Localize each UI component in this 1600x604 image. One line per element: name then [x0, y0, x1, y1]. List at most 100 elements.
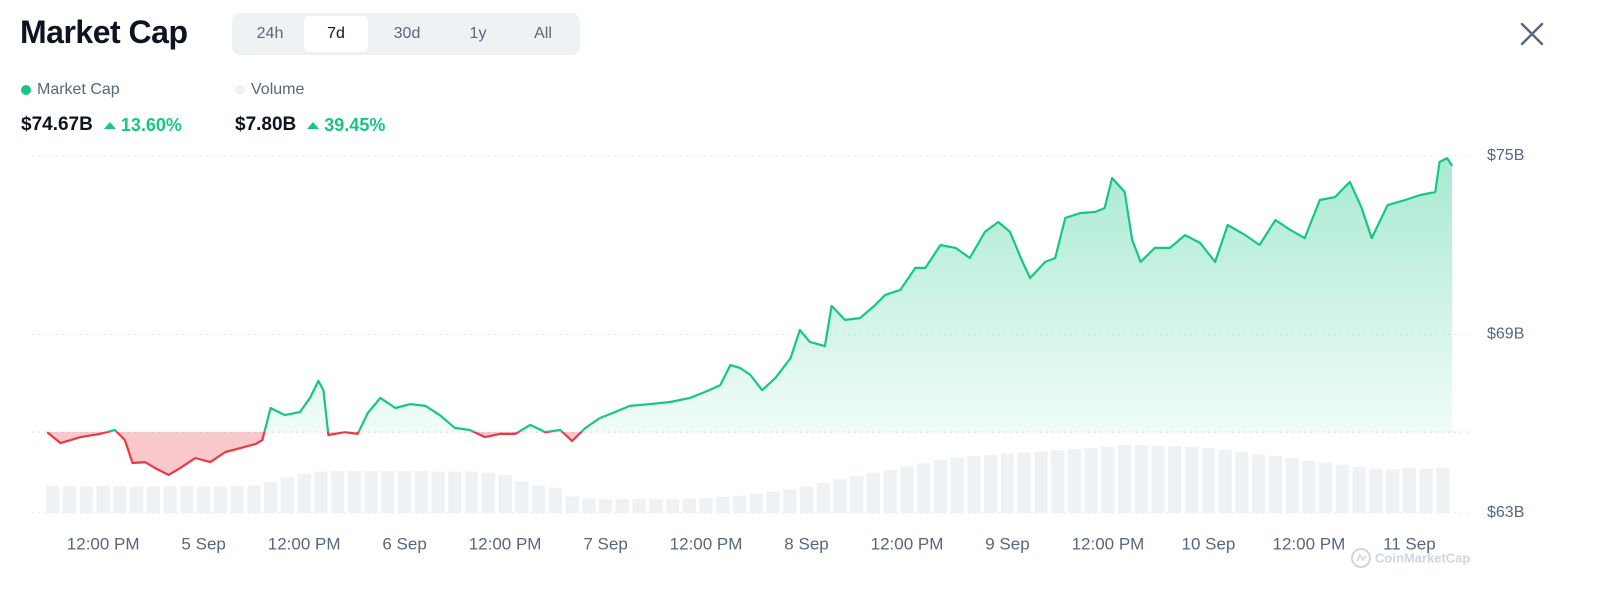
time-range-tabs: 24h 7d 30d 1y All: [232, 13, 580, 55]
close-icon: [1520, 22, 1544, 46]
volume-bar: [1184, 446, 1199, 513]
x-tick-label: 12:00 PM: [268, 534, 341, 553]
volume-bar: [146, 486, 161, 513]
volume-bar: [531, 485, 546, 513]
volume-bar: [1000, 453, 1015, 513]
volume-bar: [113, 485, 127, 513]
x-tick-label: 5 Sep: [181, 534, 225, 553]
volume-bar: [615, 499, 630, 513]
tab[interactable]: 7d: [304, 16, 368, 52]
close-button[interactable]: [1518, 20, 1546, 48]
volume-bar: [732, 495, 747, 513]
volume-bar: [950, 457, 964, 513]
tab[interactable]: 24h: [256, 25, 284, 42]
legend-volume: Volume $7.80B 39.45%: [235, 80, 385, 136]
legend-dot: [235, 85, 245, 95]
volume-bar: [431, 471, 445, 513]
volume-bar: [833, 479, 847, 513]
volume-bar: [1118, 445, 1132, 513]
volume-bar: [464, 471, 479, 513]
tab[interactable]: 1y: [469, 25, 487, 42]
legend-value: $74.67B: [21, 114, 93, 135]
volume-bar: [649, 499, 663, 513]
volume-bar: [515, 481, 529, 513]
volume-bar: [1134, 445, 1149, 513]
watermark: CoinMarketCap: [1351, 548, 1470, 568]
volume-bar: [1385, 469, 1400, 513]
volume-bar: [1251, 454, 1266, 513]
volume-bar: [481, 472, 496, 513]
volume-bar: [297, 473, 311, 513]
volume-bar: [984, 454, 998, 513]
volume-bar: [1017, 452, 1031, 513]
volume-bar: [196, 486, 211, 513]
volume-bar: [1067, 449, 1082, 513]
volume-bar: [1084, 447, 1098, 513]
x-tick-label: 12:00 PM: [871, 534, 944, 553]
volume-bar: [917, 463, 931, 513]
tab[interactable]: 30d: [393, 25, 421, 42]
legend-value: $7.80B: [235, 114, 297, 135]
volume-bar: [280, 477, 295, 513]
volume-bar: [565, 496, 579, 513]
volume-bar: [314, 471, 328, 513]
volume-bar: [96, 485, 110, 513]
x-tick-label: 12:00 PM: [1273, 534, 1346, 553]
x-tick-label: 12:00 PM: [670, 534, 743, 553]
volume-bar: [247, 485, 261, 513]
volume-bar: [79, 486, 94, 513]
x-tick-label: 6 Sep: [382, 534, 426, 553]
volume-bar: [816, 483, 830, 513]
volume-bar: [716, 496, 730, 513]
page-title: Market Cap: [20, 14, 188, 50]
volume-bar: [699, 498, 713, 513]
volume-bar: [498, 474, 512, 513]
volume-bar: [1218, 449, 1232, 513]
volume-bar: [381, 470, 395, 513]
volume-bar: [900, 466, 914, 513]
volume-bar: [129, 486, 144, 513]
volume-bar: [230, 485, 244, 513]
x-tick-label: 10 Sep: [1181, 534, 1235, 553]
tab[interactable]: All: [534, 25, 552, 42]
x-tick-label: 12:00 PM: [67, 534, 140, 553]
legend-market-cap: Market Cap $74.67B 13.60%: [21, 80, 182, 136]
legend-change: 39.45%: [324, 114, 386, 135]
area-fill: [47, 158, 1453, 475]
volume-bar: [582, 498, 596, 513]
volume-bar: [448, 471, 462, 513]
volume-bar: [1302, 460, 1316, 513]
volume-bar: [397, 470, 412, 513]
volume-bar: [180, 485, 194, 513]
volume-bar: [1235, 451, 1249, 513]
volume-bar: [850, 476, 864, 513]
volume-bar: [1034, 451, 1048, 513]
volume-bar: [1101, 446, 1115, 513]
x-tick-label: 9 Sep: [985, 534, 1029, 553]
volume-bar: [598, 499, 613, 513]
volume-bar: [1201, 447, 1216, 513]
volume-bar: [46, 485, 60, 513]
volume-bar: [364, 470, 378, 513]
volume-bar: [62, 485, 77, 513]
volume-bar: [1051, 450, 1065, 513]
y-tick-label: $63B: [1487, 504, 1524, 521]
volume-bar: [1369, 468, 1383, 513]
up-arrow: [307, 122, 320, 129]
y-tick-label: $75B: [1487, 147, 1524, 164]
volume-bar: [1285, 458, 1299, 513]
volume-bar: [213, 486, 228, 513]
market-cap-line: [46, 157, 1454, 476]
volume-bar: [933, 460, 948, 513]
watermark-text: CoinMarketCap: [1375, 550, 1470, 565]
volume-bar: [1168, 446, 1182, 513]
legend-label: Market Cap: [37, 81, 120, 98]
volume-bar: [749, 493, 763, 513]
volume-bar: [1268, 455, 1283, 513]
x-tick-label: 12:00 PM: [469, 534, 542, 553]
volume-bar: [1318, 462, 1333, 513]
legend-label: Volume: [251, 81, 305, 98]
up-arrow: [103, 122, 116, 129]
volume-bar: [1352, 466, 1366, 513]
